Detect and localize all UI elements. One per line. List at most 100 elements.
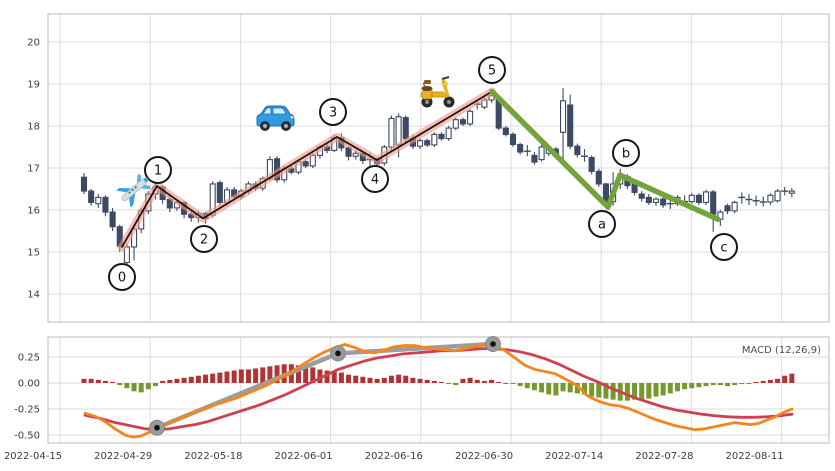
histogram-bar bbox=[639, 383, 645, 400]
wave-label-text: 4 bbox=[371, 173, 379, 188]
histogram-bar bbox=[381, 377, 387, 383]
candle-down bbox=[638, 193, 645, 199]
histogram-bar bbox=[210, 373, 216, 383]
histogram-bar bbox=[203, 374, 209, 383]
candle-up bbox=[774, 190, 781, 202]
histogram-bar bbox=[624, 383, 630, 401]
correction-wave-line bbox=[489, 88, 721, 222]
histogram-bar bbox=[124, 383, 130, 389]
histogram-bar bbox=[524, 383, 530, 389]
candle-up bbox=[702, 191, 710, 203]
histogram-bar bbox=[324, 370, 330, 383]
trend-dot-center bbox=[335, 350, 341, 357]
histogram-bar bbox=[732, 383, 738, 386]
histogram-bar bbox=[217, 372, 223, 383]
wave-label-text: 2 bbox=[200, 233, 208, 248]
histogram-bar bbox=[632, 383, 638, 400]
histogram-bar bbox=[195, 375, 201, 383]
histogram-bar bbox=[253, 368, 259, 383]
histogram-bar bbox=[188, 376, 194, 383]
histogram-bar bbox=[110, 381, 116, 383]
price-axis-tick-label: 17 bbox=[27, 164, 40, 175]
trend-dot-center bbox=[490, 341, 496, 347]
histogram-bar bbox=[360, 376, 366, 383]
histogram-bar bbox=[317, 369, 323, 383]
candle-down bbox=[80, 176, 88, 192]
histogram-bar bbox=[238, 369, 244, 383]
candle-down bbox=[88, 190, 95, 203]
histogram-bar bbox=[88, 378, 94, 383]
wave-label-circle bbox=[710, 233, 738, 261]
trend-dot-center bbox=[154, 424, 160, 431]
histogram-bar bbox=[303, 366, 309, 383]
histogram-bar bbox=[753, 381, 759, 383]
histogram-bar bbox=[653, 383, 659, 397]
wave-label-text: 3 bbox=[329, 106, 337, 121]
wave-label-circle bbox=[612, 139, 640, 167]
macd-axis-tick-label: 0.25 bbox=[18, 353, 40, 364]
histogram-bar bbox=[489, 379, 495, 383]
candle-up bbox=[688, 194, 695, 203]
histogram-bar bbox=[517, 383, 523, 387]
histogram-bar bbox=[782, 375, 788, 383]
histogram-bar bbox=[181, 377, 187, 383]
histogram-bar bbox=[296, 365, 301, 383]
candle-down bbox=[495, 99, 502, 129]
histogram-bar bbox=[589, 383, 595, 397]
candle-down bbox=[216, 182, 223, 203]
histogram-bar bbox=[481, 380, 487, 383]
candle-up bbox=[652, 198, 660, 203]
histogram-bar bbox=[260, 367, 266, 383]
wave-label-text: b bbox=[622, 147, 630, 162]
candle-up bbox=[788, 190, 795, 194]
histogram-bar bbox=[789, 373, 795, 383]
histogram-bar bbox=[174, 378, 180, 383]
histogram-bar bbox=[338, 372, 344, 383]
candle-down bbox=[438, 133, 445, 140]
candle-down bbox=[424, 140, 431, 146]
histogram-bar bbox=[167, 379, 173, 383]
histogram-bar bbox=[95, 379, 101, 383]
price-axis-tick-label: 15 bbox=[27, 248, 40, 259]
histogram-bar bbox=[503, 383, 509, 384]
histogram-bar bbox=[767, 379, 773, 383]
histogram-bar bbox=[660, 383, 666, 396]
candle-up bbox=[467, 110, 474, 125]
histogram-bar bbox=[439, 381, 444, 383]
wave-label-circle bbox=[478, 56, 506, 84]
histogram-bar bbox=[710, 383, 716, 386]
wave-label-circle bbox=[319, 98, 347, 126]
histogram-bar bbox=[560, 383, 566, 392]
wave-label-circle bbox=[190, 225, 218, 253]
candle-down bbox=[695, 194, 702, 203]
x-axis-tick-label: 2022-04-29 bbox=[94, 451, 152, 462]
histogram-bar bbox=[775, 378, 781, 383]
histogram-bar bbox=[331, 371, 337, 383]
candle-down bbox=[459, 119, 467, 125]
elliott-wave-overlay bbox=[118, 87, 721, 251]
histogram-bar bbox=[553, 383, 559, 396]
histogram-bar bbox=[346, 374, 352, 383]
histogram-bar bbox=[460, 378, 466, 383]
histogram-bar bbox=[682, 383, 688, 390]
histogram-bar bbox=[367, 377, 373, 383]
histogram-bar bbox=[596, 383, 602, 398]
histogram-bar bbox=[410, 377, 416, 383]
gridlines bbox=[48, 14, 829, 443]
candle-down bbox=[517, 143, 524, 153]
macd-histogram bbox=[81, 364, 795, 401]
x-axis-tick-label: 2022-07-28 bbox=[635, 451, 693, 462]
histogram-bar bbox=[717, 383, 723, 386]
candle-down bbox=[574, 145, 581, 156]
candle-up bbox=[559, 100, 567, 133]
histogram-bar bbox=[396, 374, 402, 383]
price-axis-tick-label: 16 bbox=[27, 206, 40, 217]
wave-label-circle bbox=[108, 263, 136, 291]
candle-down bbox=[502, 127, 509, 135]
histogram-bar bbox=[510, 383, 516, 385]
candle-down bbox=[531, 154, 538, 163]
histogram-bar bbox=[145, 383, 151, 390]
histogram-bar bbox=[138, 383, 144, 393]
macd-lines bbox=[83, 336, 794, 439]
